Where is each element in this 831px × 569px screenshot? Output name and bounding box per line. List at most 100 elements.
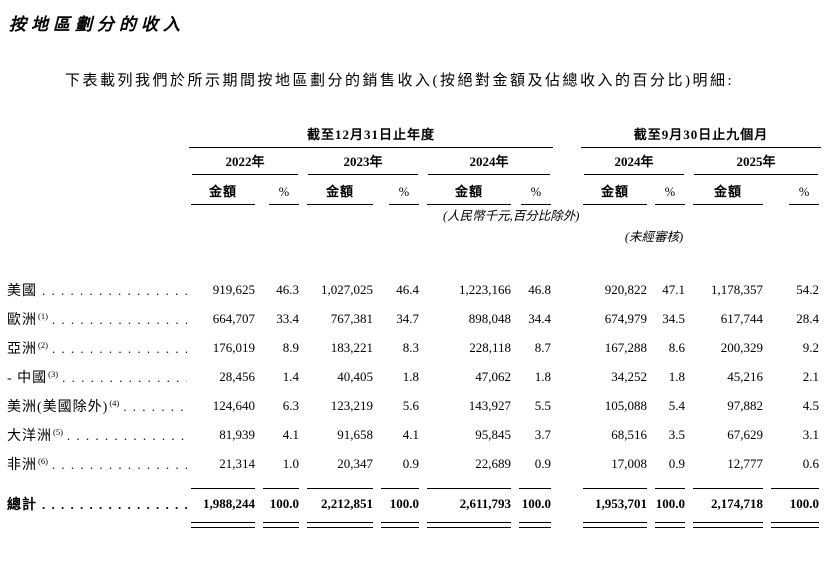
footnote-ref: (1) — [38, 310, 48, 321]
amount-cell: 21,314 — [219, 455, 255, 471]
percent-cell: 46.3 — [276, 281, 299, 297]
intro-paragraph: 下表載列我們於所示期間按地區劃分的銷售收入(按絕對金額及佔總收入的百分比)明細: — [65, 73, 735, 89]
spacer-cell — [555, 519, 579, 533]
percent-cell: 0.9 — [402, 455, 419, 471]
amount-cell: 228,118 — [469, 339, 511, 355]
region-row-us: 美國 919,625 46.3 1,027,025 46.4 1,223,166… — [7, 275, 823, 304]
amount-cell: 664,707 — [212, 310, 255, 326]
dot-leader — [123, 399, 187, 416]
percent-cell: 0.9 — [668, 455, 686, 471]
percent-cell: 46.4 — [396, 281, 419, 297]
year-header-2022: 2022年 — [187, 148, 303, 175]
spacer-cell — [555, 391, 579, 420]
amount-header: 金額 — [187, 175, 259, 205]
amount-cell: 167,288 — [604, 339, 648, 355]
amount-header: 金額 — [579, 175, 651, 205]
amount-cell: 617,744 — [720, 310, 764, 326]
percent-cell: 3.5 — [668, 426, 686, 442]
percent-cell: 34.5 — [662, 310, 686, 326]
total-amount-cell: 2,611,793 — [459, 496, 511, 511]
amount-header: 金額 — [423, 175, 515, 205]
percent-cell: 4.5 — [802, 397, 820, 413]
amount-cell: 1,027,025 — [321, 281, 373, 297]
amount-cell: 919,625 — [212, 281, 255, 297]
footnote-ref: (4) — [109, 397, 120, 408]
region-row-americas-ex-us: 美洲(美國除外)(4) 124,640 6.3 123,219 5.6 143,… — [7, 391, 823, 420]
percent-cell: 3.1 — [802, 426, 820, 442]
empty-cell — [651, 205, 823, 224]
region-row-china: - 中國(3) 28,456 1.4 40,405 1.8 47,062 1.8… — [7, 362, 823, 391]
dot-leader — [62, 370, 187, 387]
region-row-africa: 非洲(6) 21,314 1.0 20,347 0.9 22,689 0.9 1… — [7, 449, 823, 478]
spacer-cell — [555, 489, 579, 519]
document-page: 按地區劃分的收入 下表載列我們於所示期間按地區劃分的銷售收入(按絕對金額及佔總收… — [0, 0, 831, 533]
footnote-ref: (3) — [48, 368, 59, 379]
total-row: 總計 1,988,244 100.0 2,212,851 100.0 2,611… — [7, 489, 823, 519]
percent-header: % — [259, 175, 303, 205]
year-header-2025-9m: 2025年 — [689, 148, 823, 175]
amount-cell: 920,822 — [604, 281, 648, 297]
year-header-2024: 2024年 — [423, 148, 555, 175]
amount-cell: 45,216 — [727, 368, 764, 384]
dot-leader — [52, 457, 187, 474]
year-header-row: 2022年 2023年 2024年 2024年 2025年 — [7, 148, 823, 175]
amount-header: 金額 — [689, 175, 767, 205]
currency-unit-note: (人民幣千元,百分比除外) — [443, 209, 580, 223]
amount-cell: 674,979 — [604, 310, 648, 326]
percent-cell: 5.6 — [402, 397, 419, 413]
amount-cell: 123,219 — [330, 397, 373, 413]
amount-cell: 200,329 — [720, 339, 764, 355]
unaudited-note: (未經審核) — [624, 230, 684, 244]
percent-cell: 8.9 — [282, 339, 299, 355]
percent-cell: 5.4 — [668, 397, 686, 413]
amount-cell: 68,516 — [611, 426, 648, 442]
row-label: - 中國 (3) — [7, 362, 187, 391]
empty-cell — [7, 124, 187, 148]
empty-cell — [7, 205, 377, 224]
amount-cell: 97,882 — [727, 397, 764, 413]
total-percent-cell: 100.0 — [789, 496, 820, 511]
percent-cell: 8.6 — [668, 339, 686, 355]
spacer-cell — [555, 275, 579, 304]
spacer-cell — [555, 420, 579, 449]
spacer-cell — [555, 124, 579, 148]
region-row-europe: 歐洲(1) 664,707 33.4 767,381 34.7 898,048 … — [7, 304, 823, 333]
amount-cell: 1,178,357 — [711, 281, 764, 297]
amount-cell: 12,777 — [727, 455, 764, 471]
total-amount-cell: 1,988,244 — [203, 496, 255, 511]
empty-cell — [7, 148, 187, 175]
empty-cell — [7, 175, 187, 205]
amount-cell: 40,405 — [337, 368, 373, 384]
amount-header: 金額 — [303, 175, 377, 205]
total-percent-cell: 100.0 — [269, 496, 299, 511]
row-label: 歐洲 (1) — [7, 304, 187, 333]
region-row-oceania: 大洋洲(5) 81,939 4.1 91,658 4.1 95,845 3.7 … — [7, 420, 823, 449]
empty-cell — [689, 224, 823, 245]
spacer-cell — [555, 175, 579, 205]
percent-cell: 9.2 — [802, 339, 820, 355]
amount-cell: 81,939 — [219, 426, 255, 442]
unit-note-row: (人民幣千元,百分比除外) — [7, 205, 823, 224]
dot-leader — [52, 312, 187, 329]
amount-cell: 1,223,166 — [459, 281, 511, 297]
amount-cell: 95,845 — [475, 426, 511, 442]
amount-cell: 22,689 — [475, 455, 511, 471]
percent-cell: 1.4 — [282, 368, 299, 384]
amount-cell: 17,008 — [611, 455, 648, 471]
percent-header: % — [515, 175, 555, 205]
percent-cell: 0.9 — [534, 455, 552, 471]
percent-cell: 1.8 — [534, 368, 552, 384]
page-title: 按地區劃分的收入 — [9, 15, 185, 34]
column-group-annual: 截至12月31日止年度 — [187, 124, 555, 148]
spacer-cell — [555, 362, 579, 391]
percent-header: % — [377, 175, 423, 205]
footnote-ref: (6) — [38, 455, 48, 466]
row-label: 美洲(美國除外) (4) — [7, 391, 187, 420]
amount-cell: 183,221 — [330, 339, 373, 355]
percent-cell: 6.3 — [282, 397, 299, 413]
total-label: 總計 — [7, 489, 187, 519]
spacer-cell — [555, 333, 579, 362]
total-amount-cell: 2,174,718 — [711, 496, 764, 511]
spacer-cell — [555, 304, 579, 333]
percent-cell: 8.3 — [402, 339, 419, 355]
